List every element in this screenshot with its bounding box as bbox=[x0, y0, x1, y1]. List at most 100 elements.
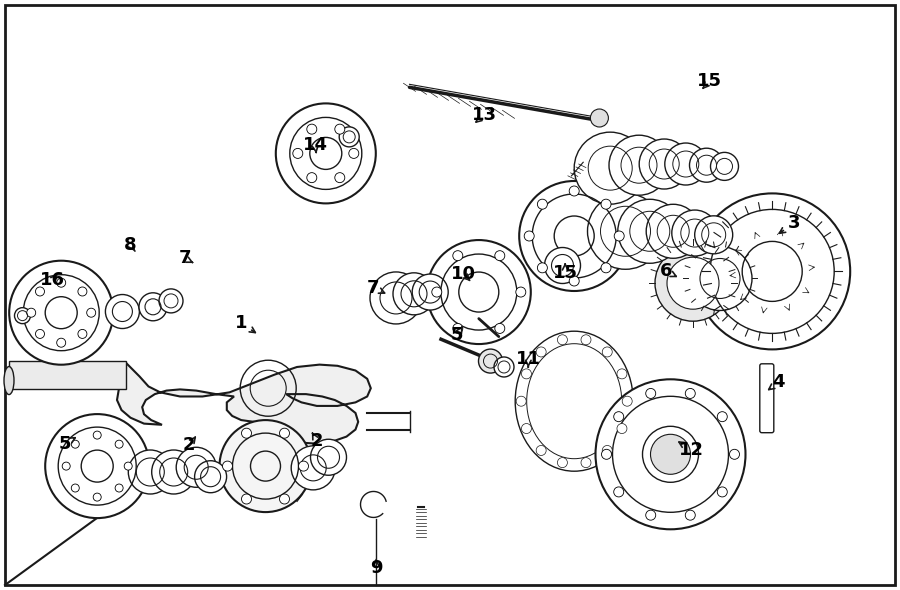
Circle shape bbox=[57, 338, 66, 347]
Circle shape bbox=[57, 278, 66, 287]
Circle shape bbox=[479, 349, 502, 373]
Text: 13: 13 bbox=[472, 106, 497, 124]
Circle shape bbox=[176, 447, 216, 487]
Circle shape bbox=[494, 357, 514, 377]
Circle shape bbox=[685, 510, 696, 520]
Circle shape bbox=[730, 450, 740, 459]
Circle shape bbox=[299, 461, 309, 471]
Circle shape bbox=[62, 462, 70, 470]
Circle shape bbox=[129, 450, 172, 494]
Circle shape bbox=[453, 323, 463, 333]
Circle shape bbox=[617, 199, 682, 263]
Circle shape bbox=[617, 369, 627, 379]
Text: 2: 2 bbox=[310, 432, 323, 450]
Text: 12: 12 bbox=[679, 441, 704, 458]
Circle shape bbox=[645, 388, 656, 398]
Circle shape bbox=[432, 287, 442, 297]
Circle shape bbox=[152, 450, 195, 494]
Circle shape bbox=[601, 263, 611, 273]
Text: 2: 2 bbox=[183, 437, 195, 454]
Text: 3: 3 bbox=[788, 214, 800, 232]
Circle shape bbox=[35, 287, 44, 296]
Circle shape bbox=[335, 173, 345, 183]
Circle shape bbox=[694, 194, 850, 349]
Circle shape bbox=[655, 245, 731, 321]
Circle shape bbox=[645, 510, 656, 520]
Circle shape bbox=[517, 396, 526, 406]
Circle shape bbox=[581, 458, 591, 468]
Circle shape bbox=[139, 293, 167, 321]
Circle shape bbox=[544, 247, 580, 284]
Circle shape bbox=[574, 132, 646, 204]
Circle shape bbox=[695, 216, 733, 254]
Circle shape bbox=[78, 329, 87, 339]
Circle shape bbox=[94, 431, 101, 439]
Circle shape bbox=[689, 148, 724, 182]
Circle shape bbox=[601, 199, 611, 209]
Circle shape bbox=[521, 424, 531, 434]
Circle shape bbox=[521, 369, 531, 379]
Circle shape bbox=[665, 143, 706, 185]
Text: 7: 7 bbox=[178, 250, 191, 267]
Text: 10: 10 bbox=[451, 266, 476, 283]
Circle shape bbox=[717, 412, 727, 422]
Circle shape bbox=[159, 289, 183, 313]
Circle shape bbox=[241, 428, 251, 438]
Circle shape bbox=[717, 487, 727, 497]
Circle shape bbox=[537, 199, 547, 209]
Circle shape bbox=[622, 396, 632, 406]
Circle shape bbox=[427, 240, 531, 344]
Circle shape bbox=[412, 274, 448, 310]
Circle shape bbox=[617, 424, 627, 434]
Circle shape bbox=[307, 173, 317, 183]
Circle shape bbox=[671, 210, 718, 256]
Circle shape bbox=[651, 434, 690, 474]
Circle shape bbox=[27, 308, 36, 317]
Circle shape bbox=[590, 109, 608, 127]
Circle shape bbox=[35, 329, 44, 339]
Circle shape bbox=[557, 458, 567, 468]
Text: 9: 9 bbox=[370, 559, 382, 576]
Circle shape bbox=[536, 347, 546, 357]
Circle shape bbox=[537, 263, 547, 273]
Circle shape bbox=[602, 445, 612, 455]
Text: 15: 15 bbox=[553, 264, 578, 281]
Circle shape bbox=[639, 139, 689, 189]
Circle shape bbox=[71, 440, 79, 448]
FancyBboxPatch shape bbox=[760, 364, 774, 432]
Circle shape bbox=[339, 127, 359, 147]
Circle shape bbox=[614, 487, 624, 497]
Circle shape bbox=[588, 194, 663, 269]
Circle shape bbox=[609, 135, 669, 195]
Circle shape bbox=[370, 272, 422, 324]
Circle shape bbox=[519, 181, 629, 291]
Text: 11: 11 bbox=[516, 350, 541, 368]
Circle shape bbox=[453, 251, 463, 261]
Circle shape bbox=[124, 462, 132, 470]
Text: 15: 15 bbox=[697, 73, 722, 90]
Ellipse shape bbox=[4, 366, 14, 395]
Circle shape bbox=[569, 276, 580, 286]
Circle shape bbox=[614, 231, 625, 241]
Circle shape bbox=[280, 494, 290, 504]
Circle shape bbox=[115, 440, 123, 448]
Circle shape bbox=[275, 103, 376, 204]
Circle shape bbox=[536, 445, 546, 455]
Circle shape bbox=[349, 149, 359, 158]
Circle shape bbox=[280, 428, 290, 438]
Circle shape bbox=[222, 461, 232, 471]
Circle shape bbox=[710, 152, 739, 181]
Circle shape bbox=[310, 439, 346, 476]
Circle shape bbox=[688, 247, 752, 310]
Bar bbox=[9, 362, 126, 389]
Circle shape bbox=[14, 307, 31, 324]
Circle shape bbox=[194, 461, 227, 493]
Circle shape bbox=[646, 204, 700, 258]
Circle shape bbox=[581, 335, 591, 345]
Text: 8: 8 bbox=[124, 236, 137, 254]
Circle shape bbox=[601, 450, 611, 459]
Circle shape bbox=[241, 494, 251, 504]
Text: 7: 7 bbox=[367, 279, 380, 297]
Circle shape bbox=[71, 484, 79, 492]
Circle shape bbox=[495, 251, 505, 261]
